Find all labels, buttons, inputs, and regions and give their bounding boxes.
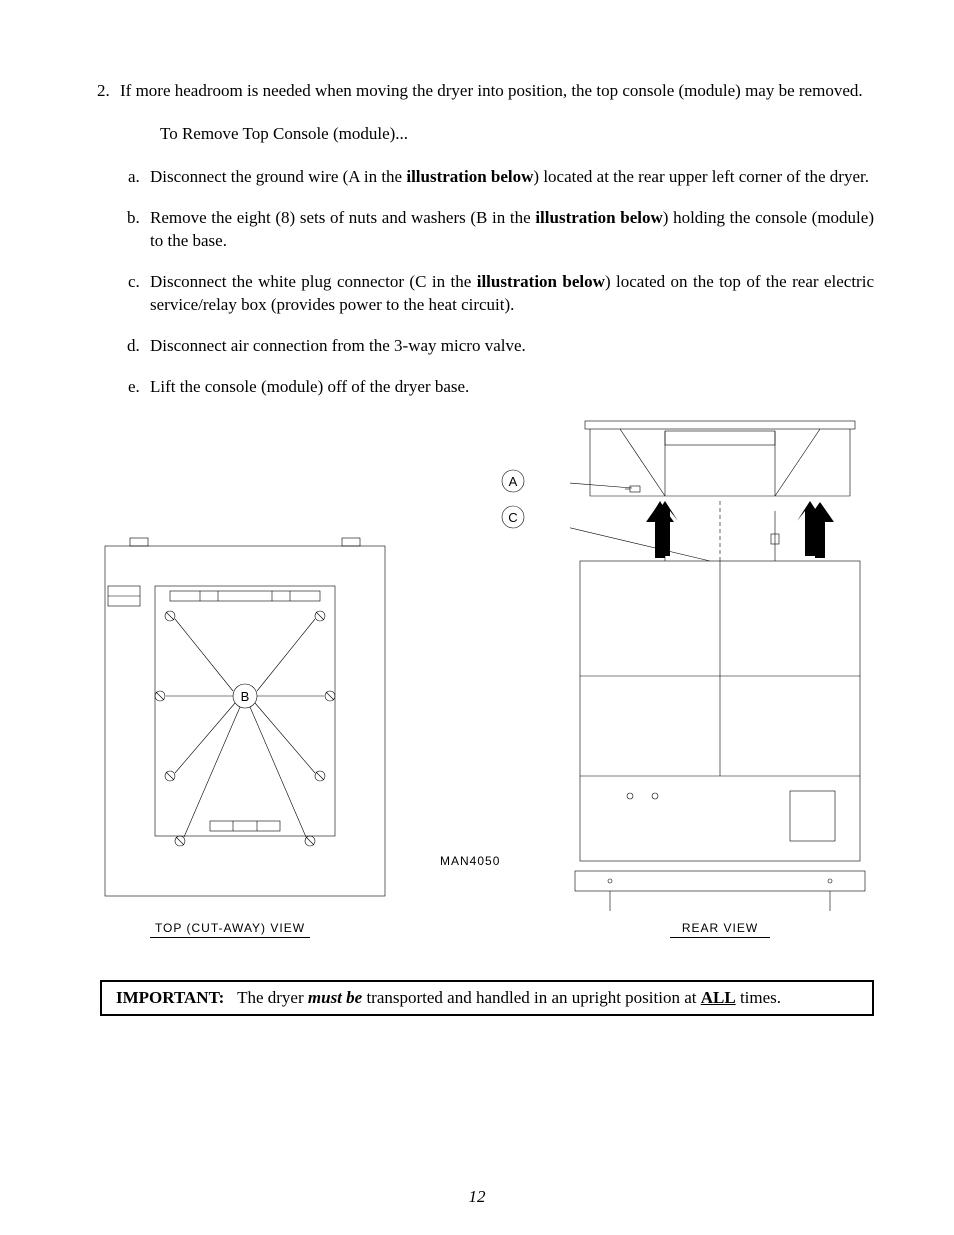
document-page: If more headroom is needed when moving t… bbox=[0, 0, 954, 1235]
important-t3: transported and handled in an upright po… bbox=[362, 988, 701, 1007]
callout-c: C bbox=[500, 504, 526, 530]
step-a-pre: Disconnect the ground wire (A in the bbox=[150, 167, 406, 186]
important-t2: must be bbox=[308, 988, 362, 1007]
step-a-bold: illustration below bbox=[406, 167, 533, 186]
figure-area: B TOP (CUT-AWAY) VIEW MAN4050 bbox=[80, 416, 874, 956]
important-label: IMPORTANT: bbox=[116, 988, 224, 1007]
step-c-pre: Disconnect the white plug connector (C i… bbox=[150, 272, 477, 291]
rear-view-diagram bbox=[570, 416, 870, 926]
subtitle: To Remove Top Console (module)... bbox=[160, 123, 874, 146]
step-c: Disconnect the white plug connector (C i… bbox=[144, 271, 874, 317]
main-ordered-list: If more headroom is needed when moving t… bbox=[80, 80, 874, 398]
right-caption: REAR VIEW bbox=[670, 921, 770, 938]
important-t5: times. bbox=[736, 988, 781, 1007]
step-b-pre: Remove the eight (8) sets of nuts and wa… bbox=[150, 208, 535, 227]
left-caption: TOP (CUT-AWAY) VIEW bbox=[150, 921, 310, 938]
step-d: Disconnect air connection from the 3-way… bbox=[144, 335, 874, 358]
svg-text:B: B bbox=[241, 689, 250, 704]
step-b-bold: illustration below bbox=[535, 208, 662, 227]
svg-text:C: C bbox=[508, 510, 517, 525]
step-e: Lift the console (module) off of the dry… bbox=[144, 376, 874, 399]
page-number: 12 bbox=[0, 1187, 954, 1207]
important-t4: ALL bbox=[701, 988, 736, 1007]
step-c-bold: illustration below bbox=[477, 272, 605, 291]
top-cutaway-diagram: B bbox=[100, 531, 390, 911]
step-a-post: ) located at the rear upper left corner … bbox=[533, 167, 869, 186]
step-b: Remove the eight (8) sets of nuts and wa… bbox=[144, 207, 874, 253]
important-t1: The dryer bbox=[237, 988, 308, 1007]
main-list-item: If more headroom is needed when moving t… bbox=[114, 80, 874, 398]
sub-ordered-list: Disconnect the ground wire (A in the ill… bbox=[120, 166, 874, 399]
figure-code: MAN4050 bbox=[440, 854, 500, 868]
svg-text:A: A bbox=[509, 474, 518, 489]
step-a: Disconnect the ground wire (A in the ill… bbox=[144, 166, 874, 189]
important-box: IMPORTANT: The dryer must be transported… bbox=[100, 980, 874, 1016]
intro-text: If more headroom is needed when moving t… bbox=[120, 81, 863, 100]
callout-a: A bbox=[500, 468, 526, 494]
